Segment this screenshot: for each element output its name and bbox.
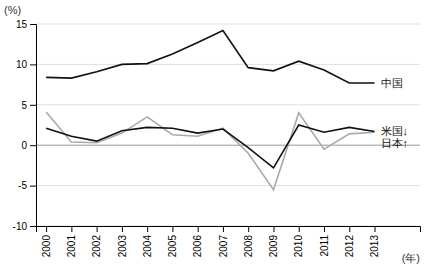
y-tick: 15 (16, 19, 36, 30)
y-tick-mark (30, 145, 36, 146)
y-tick-label: -5 (18, 180, 27, 191)
x-axis: 2000 2001 2002 2003 2004 2005 2006 2007 2008 2009… (37, 226, 421, 257)
x-tick-label: 2009 (268, 235, 279, 258)
y-tick-mark (30, 186, 36, 187)
y-tick-mark (30, 105, 36, 106)
y-tick-mark (30, 24, 36, 25)
y-tick: 10 (16, 59, 36, 70)
y-axis: -10 -5 0 5 10 15 (13, 19, 37, 232)
y-tick-mark (30, 64, 36, 65)
y-tick-label: 5 (21, 100, 27, 111)
x-tick: 2009 (268, 226, 279, 257)
y-axis-label: (%) (4, 4, 21, 16)
x-tick: 2005 (167, 226, 178, 257)
x-tick-label: 2008 (243, 235, 254, 258)
x-tick: 2008 (243, 226, 254, 257)
x-tick: 2007 (218, 226, 229, 257)
y-tick-label: 10 (16, 59, 28, 70)
series-line (46, 125, 374, 168)
x-tick-mark (172, 226, 173, 232)
x-tick: 2013 (369, 226, 380, 257)
y-axis-line (30, 25, 37, 227)
x-tick-mark (299, 226, 300, 232)
series-labels: 中国米国↓日本↑ (381, 77, 409, 149)
series-label: 日本↑ (381, 137, 409, 149)
x-tick-label: 2004 (142, 235, 153, 258)
zero-line (36, 145, 420, 146)
x-tick: 2010 (293, 226, 304, 257)
x-tick-mark (122, 226, 123, 232)
y-tick: 0 (21, 140, 36, 151)
x-tick-mark (223, 226, 224, 232)
x-tick: 2006 (192, 226, 203, 257)
grid-line (36, 64, 420, 65)
y-tick-label: 0 (21, 140, 27, 151)
x-tick-label: 2003 (117, 235, 128, 258)
x-tick-label: 2001 (66, 235, 77, 258)
x-tick-mark (71, 226, 72, 232)
y-tick: -10 (13, 221, 36, 232)
x-tick-mark (198, 226, 199, 232)
plot: 2000 2001 2002 2003 2004 2005 2006 2007 2008 2009… (13, 19, 421, 258)
chart: 2000 2001 2002 2003 2004 2005 2006 2007 2008 2009… (0, 0, 434, 270)
series-label: 中国 (381, 77, 403, 89)
grid-line (36, 24, 420, 25)
x-axis-line (37, 227, 421, 233)
x-tick-label: 2006 (192, 235, 203, 258)
x-tick-mark (273, 226, 274, 232)
grid (36, 24, 420, 226)
x-tick-label: 2002 (91, 235, 102, 258)
x-tick: 2012 (344, 226, 355, 257)
y-tick: -5 (18, 180, 36, 191)
x-tick: 2001 (66, 226, 77, 257)
x-tick-mark (375, 226, 376, 232)
x-tick-label: 2011 (319, 235, 330, 257)
x-axis-label: (年) (402, 252, 420, 264)
y-tick-mark (30, 226, 36, 227)
series-line (46, 112, 374, 190)
x-tick-mark (46, 226, 47, 232)
y-tick-label: 15 (16, 19, 28, 30)
x-tick-mark (97, 226, 98, 232)
x-tick-label: 2000 (41, 235, 52, 258)
x-tick: 2004 (142, 226, 153, 257)
x-tick: 2003 (117, 226, 128, 257)
series-line (46, 30, 374, 83)
x-tick: 2002 (91, 226, 102, 257)
x-tick-label: 2013 (369, 235, 380, 258)
x-tick: 2000 (41, 226, 52, 257)
x-tick-label: 2007 (218, 235, 229, 258)
x-tick-label: 2010 (293, 235, 304, 258)
grid-line (36, 185, 420, 186)
y-tick: 5 (21, 100, 36, 111)
y-tick-label: -10 (13, 221, 28, 232)
x-tick-mark (324, 226, 325, 232)
x-tick-label: 2012 (344, 235, 355, 258)
lines (46, 30, 374, 189)
x-tick: 2011 (319, 226, 330, 257)
x-tick-mark (248, 226, 249, 232)
x-tick-label: 2005 (167, 235, 178, 258)
series-label: 米国↓ (381, 125, 409, 137)
x-tick-mark (349, 226, 350, 232)
x-tick-mark (147, 226, 148, 232)
grid-line (36, 104, 420, 105)
